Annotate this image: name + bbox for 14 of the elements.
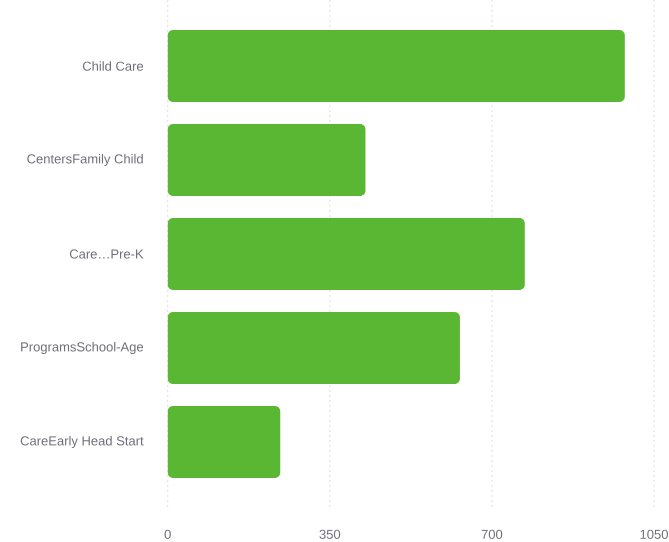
y-tick-label: CareEarly Head Start	[20, 436, 144, 448]
y-tick-label: CentersFamily Child	[27, 154, 143, 166]
y-tick-label: Child Care	[82, 61, 144, 71]
x-tick-label: 350	[319, 530, 340, 539]
bar	[168, 312, 460, 384]
bar	[168, 30, 625, 102]
y-tick-label: Care…Pre-K	[70, 249, 144, 259]
x-tick-label: 1050	[640, 530, 668, 539]
x-tick-label: 700	[482, 530, 502, 539]
bar	[168, 218, 525, 290]
y-tick-label: ProgramsSchool-Age	[21, 342, 144, 354]
x-tick-label: 0	[164, 530, 171, 539]
bar	[168, 124, 366, 196]
bar	[168, 406, 280, 478]
